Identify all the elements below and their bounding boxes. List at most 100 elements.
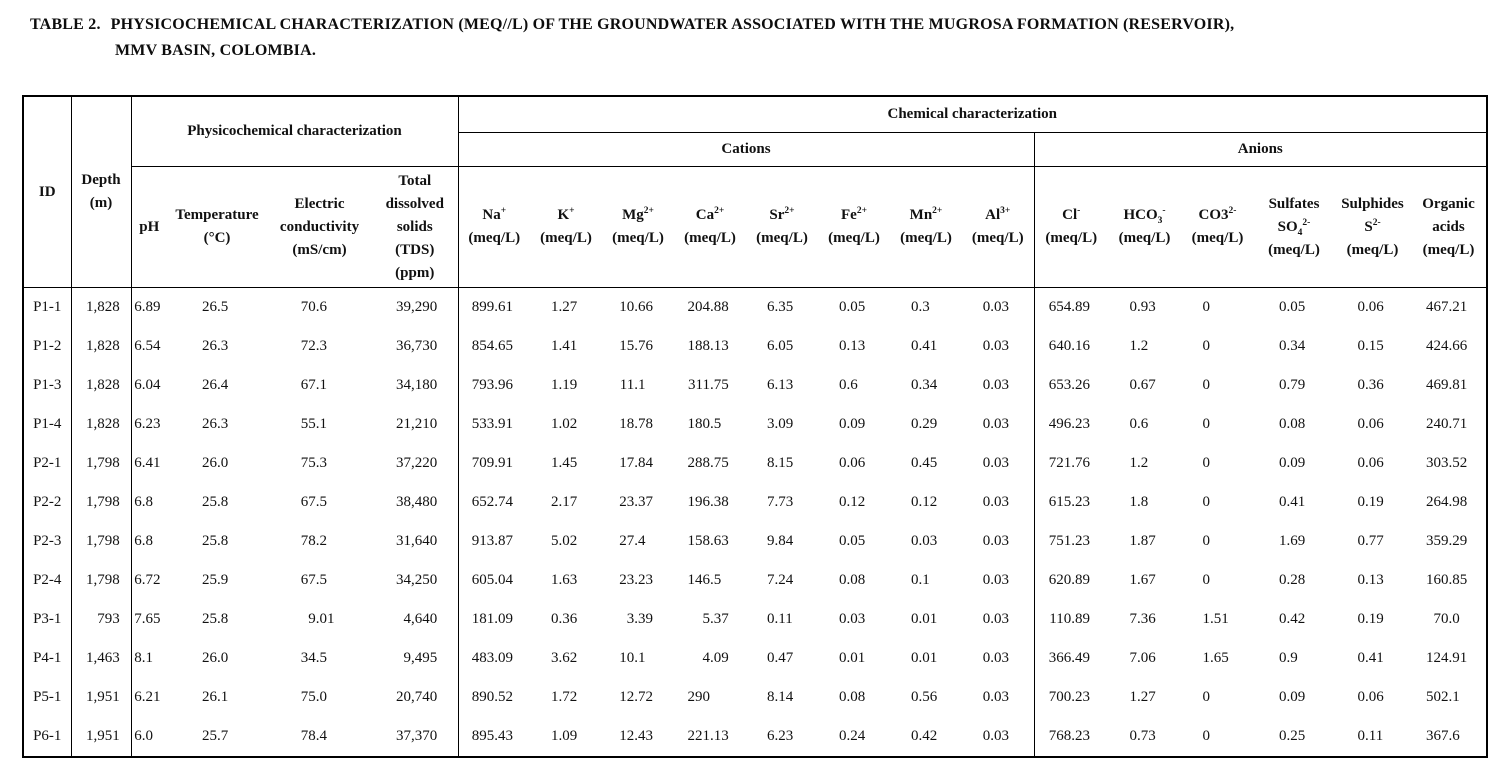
cell-k: 1.19 [551, 377, 578, 393]
cell-sulphides: 0.41 [1357, 650, 1384, 666]
cell-fe: 0.05 [839, 533, 866, 549]
cell-depth: 793 [71, 600, 132, 639]
cell-co3: 0 [1202, 494, 1211, 510]
cell-sulphides: 0.77 [1357, 533, 1384, 549]
col-header-sr: Sr2+ (meq/L) [746, 166, 818, 288]
cell-ph: 8.1 [134, 650, 153, 666]
cell-ph: 6.21 [134, 689, 161, 705]
cell-ph: 6.23 [134, 416, 161, 432]
table-row: P4-1 1,463 8.1 26.0 34.5 9,495 483.09 3.62 10.1 4… [23, 639, 1487, 678]
cell-depth: 1,463 [71, 639, 132, 678]
table-row: P2-4 1,798 6.72 25.9 67.5 34,250 605.04 1.63 23.… [23, 561, 1487, 600]
cell-mn: 0.3 [911, 299, 930, 315]
cell-ph: 6.0 [134, 728, 153, 744]
cell-co3: 0 [1202, 728, 1211, 744]
cell-cl: 620.89 [1033, 561, 1108, 600]
cell-depth: 1,828 [71, 366, 132, 405]
cell-sr: 0.11 [767, 611, 793, 627]
cell-co3: 0 [1202, 533, 1211, 549]
cell-conductivity: 9.01 [308, 611, 335, 627]
cell-ca: 221.13 [687, 728, 729, 744]
cell-sulphides: 0.06 [1357, 299, 1384, 315]
caption-text-line2: MMV BASIN, COLOMBIA. [115, 42, 317, 59]
cell-conductivity: 34.5 [300, 650, 327, 666]
table-number: TABLE 2. [30, 16, 101, 33]
header-row-columns: pH Temperature (°C) Electric conductivity (mS… [23, 166, 1487, 288]
cell-temperature: 26.0 [202, 650, 229, 666]
cell-conductivity: 72.3 [300, 338, 327, 354]
cell-k: 2.17 [551, 494, 578, 510]
cell-cl: 640.16 [1033, 327, 1108, 366]
cell-fe: 0.08 [839, 572, 866, 588]
cell-mg: 23.23 [619, 572, 653, 588]
cell-cl: 768.23 [1033, 717, 1108, 757]
cell-mg: 10.66 [619, 299, 653, 315]
group-header-cations: Cations [458, 132, 1034, 167]
cell-sulphides: 0.06 [1357, 455, 1384, 471]
col-header-depth: Depth (m) [71, 96, 132, 288]
cell-na: 483.09 [457, 639, 530, 678]
group-header-physicochemical: Physicochemical characterization [131, 96, 459, 167]
col-header-sulphides: Sulphides S2- (meq/L) [1334, 166, 1411, 288]
col-header-temperature: Temperature (°C) [167, 166, 267, 288]
cell-cl: 700.23 [1033, 678, 1108, 717]
cell-ph: 6.41 [134, 455, 161, 471]
cell-k: 1.45 [551, 455, 578, 471]
cell-tds: 37,370 [396, 728, 438, 744]
cell-mg: 12.43 [619, 728, 653, 744]
cell-ca: 188.13 [687, 338, 729, 354]
cell-sulfates: 0.28 [1279, 572, 1306, 588]
cell-tds: 39,290 [396, 299, 438, 315]
cell-depth: 1,828 [71, 287, 132, 327]
cell-temperature: 26.4 [202, 377, 229, 393]
cell-tds: 36,730 [396, 338, 438, 354]
cell-ca: 311.75 [688, 377, 729, 393]
cell-sulphides: 0.06 [1357, 416, 1384, 432]
cell-fe: 0.09 [839, 416, 866, 432]
cell-sulphides: 0.19 [1357, 494, 1384, 510]
cell-co3: 1.65 [1202, 650, 1229, 666]
col-header-hco3: HCO3- (meq/L) [1108, 166, 1181, 288]
cell-mn: 0.01 [911, 650, 938, 666]
table-row: P2-2 1,798 6.8 25.8 67.5 38,480 652.74 2.17 23.3… [23, 483, 1487, 522]
cell-ph: 6.04 [134, 377, 161, 393]
cell-al: 0.03 [982, 650, 1009, 666]
cell-mn: 0.42 [911, 728, 938, 744]
col-header-id: ID [23, 96, 72, 288]
group-header-anions: Anions [1033, 132, 1487, 167]
col-header-cl: Cl- (meq/L) [1033, 166, 1108, 288]
cell-hco3: 7.06 [1129, 650, 1156, 666]
cell-co3: 0 [1202, 338, 1211, 354]
cell-k: 1.41 [551, 338, 578, 354]
cell-hco3: 1.87 [1129, 533, 1156, 549]
cell-na: 533.91 [457, 405, 530, 444]
cell-depth: 1,798 [71, 561, 132, 600]
cell-co3: 0 [1202, 455, 1211, 471]
cell-al: 0.03 [982, 494, 1009, 510]
cell-mg: 3.39 [626, 611, 653, 627]
groundwater-data-table: ID Depth (m) Physicochemical characteriza… [22, 95, 1488, 758]
cell-organic_acids: 359.29 [1426, 533, 1468, 549]
cell-mn: 0.34 [911, 377, 938, 393]
cell-sulfates: 0.09 [1279, 455, 1306, 471]
cell-ca: 204.88 [687, 299, 729, 315]
cell-conductivity: 70.6 [300, 299, 327, 315]
cell-organic_acids: 469.81 [1426, 377, 1468, 393]
cell-k: 1.02 [551, 416, 578, 432]
cell-co3: 0 [1202, 572, 1211, 588]
cell-sr: 8.15 [767, 455, 794, 471]
cell-sr: 0.47 [767, 650, 794, 666]
cell-sr: 9.84 [767, 533, 794, 549]
cell-mg: 27.4 [619, 533, 646, 549]
cell-temperature: 25.8 [202, 533, 229, 549]
cell-mn: 0.01 [911, 611, 938, 627]
cell-cl: 653.26 [1033, 366, 1108, 405]
table-row: P5-1 1,951 6.21 26.1 75.0 20,740 890.52 1.72 12.… [23, 678, 1487, 717]
cell-id: P6-1 [23, 717, 72, 757]
cell-k: 1.27 [551, 299, 578, 315]
cell-cl: 721.76 [1033, 444, 1108, 483]
cell-depth: 1,951 [71, 678, 132, 717]
col-header-ca: Ca2+ (meq/L) [674, 166, 746, 288]
cell-ca: 4.09 [702, 650, 729, 666]
